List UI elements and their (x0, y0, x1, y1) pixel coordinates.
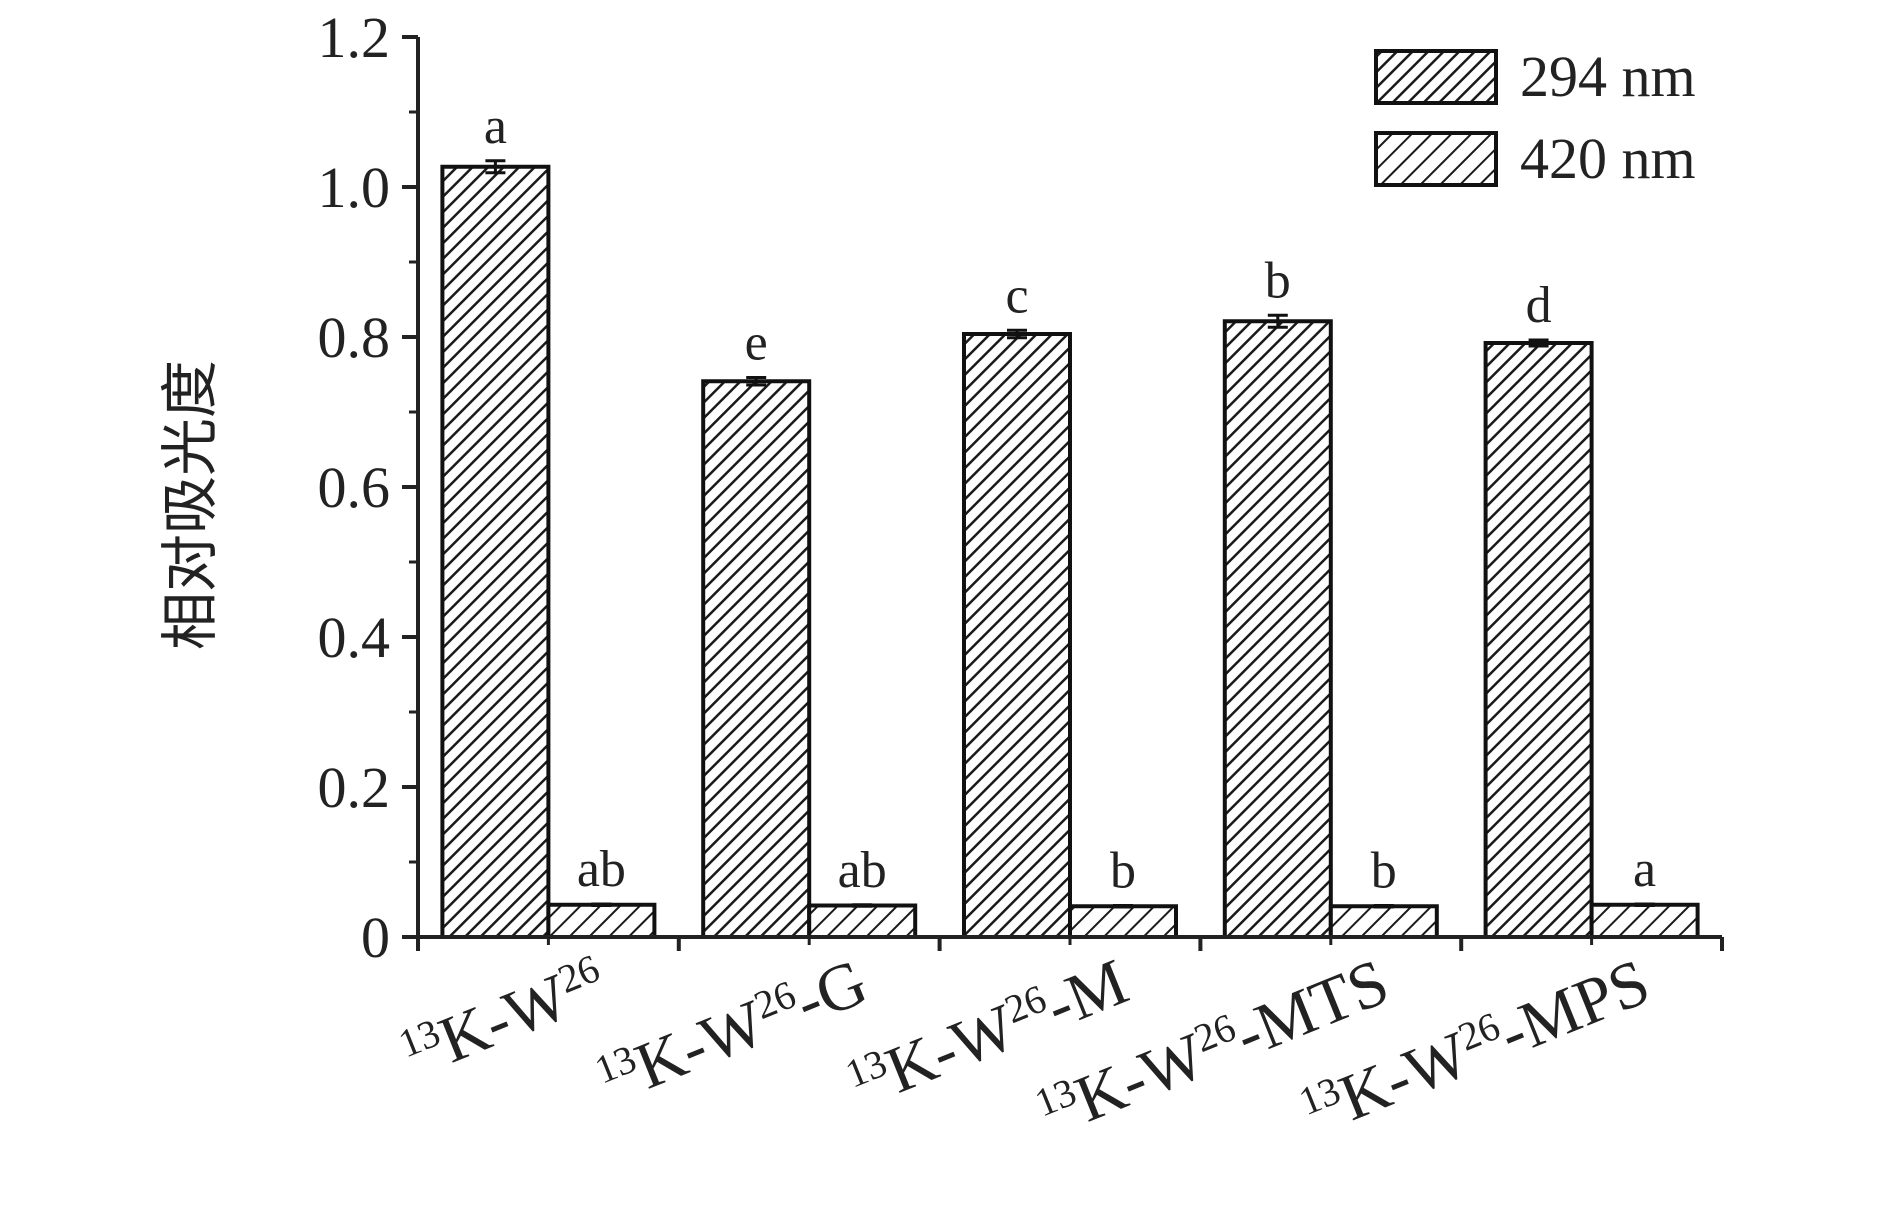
error-bar (485, 159, 506, 175)
legend-item: 420 nm (1374, 126, 1696, 191)
legend-item: 294 nm (1374, 44, 1696, 109)
legend-swatch (1374, 131, 1498, 187)
error-bar (852, 903, 873, 908)
bar-420nm-1 (807, 903, 918, 939)
significance-label: ab (838, 842, 887, 899)
bar-294nm-4 (1483, 341, 1594, 939)
significance-label: a (1633, 841, 1656, 898)
error-bar (1528, 338, 1549, 348)
bars-layer (440, 159, 1700, 939)
y-tick-label: 1.2 (318, 5, 391, 70)
error-bar (1113, 904, 1133, 909)
legend-label: 420 nm (1520, 126, 1696, 191)
significance-label: d (1526, 277, 1552, 334)
error-bar (746, 376, 767, 387)
bar-420nm-4 (1589, 902, 1700, 939)
significance-label: b (1371, 843, 1397, 900)
y-tick-label: 0.6 (318, 455, 391, 520)
significance-label: e (745, 315, 768, 372)
bar-294nm-1 (701, 379, 812, 939)
bar-420nm-3 (1328, 904, 1439, 939)
bar-294nm-3 (1222, 319, 1333, 939)
bar-294nm-2 (962, 332, 1072, 939)
error-bar (1267, 313, 1288, 329)
bar-420nm-2 (1068, 904, 1178, 939)
significance-label: ab (577, 841, 626, 898)
y-tick-label: 0.8 (318, 305, 391, 370)
error-bar (591, 902, 612, 907)
error-bar (1007, 328, 1027, 340)
y-tick-label: 0 (361, 905, 390, 970)
legend-swatch (1374, 49, 1498, 105)
bar-294nm-0 (440, 164, 551, 939)
significance-labels: a ab e ab c b b b d a (484, 98, 1656, 900)
y-tick-label: 0.4 (318, 605, 391, 670)
legend: 294 nm 420 nm (1374, 44, 1696, 191)
significance-label: b (1110, 843, 1136, 900)
error-bar (1373, 904, 1394, 909)
y-tick-label: 0.2 (318, 755, 391, 820)
x-tick-label: 13K-W26 (392, 945, 616, 1092)
x-tick-label: 13K-W26-G (588, 945, 876, 1118)
significance-label: a (484, 98, 507, 155)
legend-label: 294 nm (1520, 44, 1696, 109)
bar-420nm-0 (546, 902, 657, 939)
y-axis-label: 相对吸光度 (158, 360, 223, 650)
significance-label: b (1265, 252, 1291, 309)
error-bar (1634, 902, 1655, 907)
y-tick-label: 1.0 (318, 155, 391, 220)
significance-label: c (1005, 267, 1028, 324)
x-tick-label: 13K-W26-M (839, 945, 1138, 1122)
